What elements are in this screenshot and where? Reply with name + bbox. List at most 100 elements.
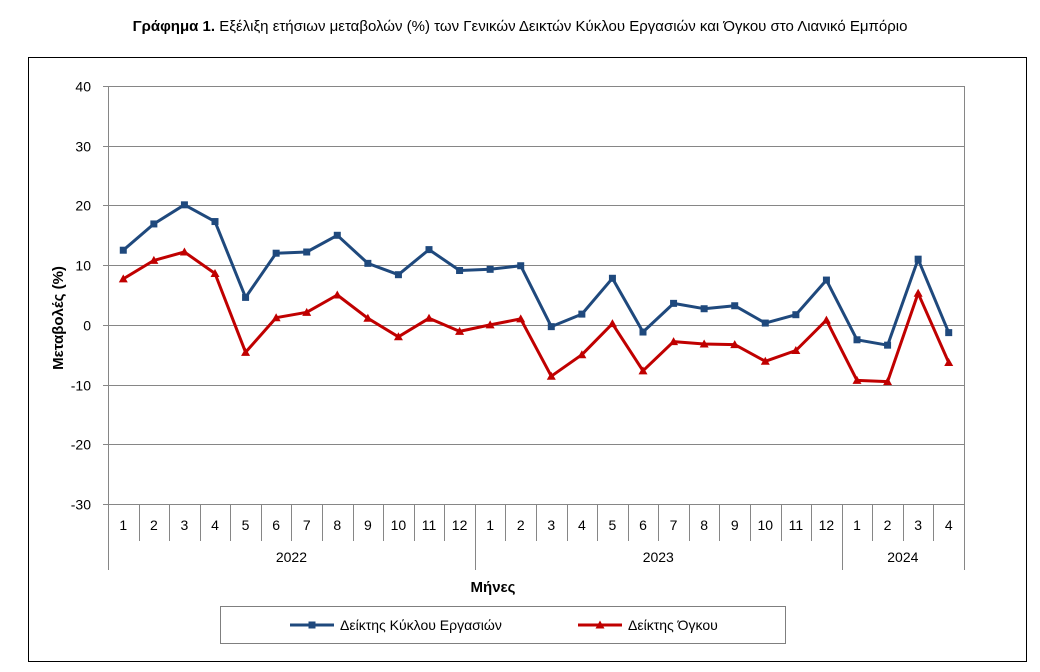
data-point-marker bbox=[913, 288, 923, 297]
x-tick-label: 4 bbox=[211, 517, 219, 533]
x-tick-label: 3 bbox=[914, 517, 922, 533]
series-line bbox=[122, 250, 951, 384]
data-point-marker bbox=[821, 315, 831, 324]
data-point-marker bbox=[699, 339, 709, 348]
data-point-marker bbox=[607, 319, 617, 328]
data-point-marker bbox=[332, 290, 342, 299]
chart-title-prefix: Γράφημα 1. bbox=[132, 18, 216, 35]
x-axis-label: Μήνες bbox=[471, 579, 516, 596]
y-axis-label: Μεταβολές (%) bbox=[50, 266, 67, 370]
x-tick-label: 1 bbox=[486, 517, 494, 533]
data-point-marker bbox=[211, 218, 219, 226]
data-point-marker bbox=[546, 371, 556, 380]
data-point-marker bbox=[761, 319, 769, 327]
x-tick-label: 5 bbox=[609, 517, 617, 533]
data-point-marker bbox=[118, 274, 128, 283]
data-point-marker bbox=[578, 310, 586, 318]
data-point-marker bbox=[119, 246, 127, 254]
data-point-marker bbox=[945, 329, 953, 337]
chart-title: Γράφημα 1. Εξέλιξη ετήσιων μεταβολών (%)… bbox=[0, 18, 1040, 35]
y-tick-label: -30 bbox=[71, 497, 91, 513]
y-tick-label: -20 bbox=[71, 437, 91, 453]
legend-entry-label: Δείκτης Κύκλου Εργασιών bbox=[340, 617, 502, 633]
x-tick-label: 9 bbox=[364, 517, 372, 533]
data-point-marker bbox=[822, 276, 830, 284]
data-point-marker bbox=[271, 313, 281, 322]
x-tick-label: 3 bbox=[547, 517, 555, 533]
x-tick-label: 8 bbox=[333, 517, 341, 533]
data-point-marker bbox=[149, 255, 159, 264]
legend: Δείκτης Κύκλου Εργασιών Δείκτης Όγκου bbox=[220, 606, 786, 644]
data-point-marker bbox=[760, 356, 770, 365]
x-tick-label: 7 bbox=[670, 517, 678, 533]
data-point-marker bbox=[393, 332, 403, 341]
x-tick-label: 5 bbox=[242, 517, 250, 533]
data-point-marker bbox=[700, 305, 708, 313]
x-tick-label: 1 bbox=[119, 517, 127, 533]
data-point-marker bbox=[944, 357, 954, 366]
x-tick-label: 3 bbox=[181, 517, 189, 533]
x-tick-label: 10 bbox=[757, 517, 773, 533]
data-point-marker bbox=[884, 341, 892, 349]
grid-lines bbox=[108, 86, 965, 570]
y-tick-label: 40 bbox=[75, 79, 91, 95]
data-point-marker bbox=[791, 346, 801, 355]
y-tick-label: 0 bbox=[83, 318, 91, 334]
y-tick-label: 20 bbox=[75, 198, 91, 214]
x-tick-label: 4 bbox=[945, 517, 953, 533]
x-tick-label: 10 bbox=[391, 517, 407, 533]
x-group-label: 2022 bbox=[276, 549, 307, 565]
x-tick-label: 2 bbox=[517, 517, 525, 533]
data-point-marker bbox=[272, 249, 280, 257]
data-point-marker bbox=[670, 299, 678, 307]
y-tick-label: 10 bbox=[75, 258, 91, 274]
data-point-marker bbox=[883, 377, 893, 386]
data-point-marker bbox=[424, 313, 434, 322]
data-point-marker bbox=[731, 302, 739, 310]
data-point-marker bbox=[516, 314, 526, 323]
data-point-marker bbox=[456, 267, 464, 275]
data-point-marker bbox=[792, 311, 800, 319]
x-tick-label: 11 bbox=[789, 517, 804, 533]
data-point-marker bbox=[485, 320, 495, 329]
x-group-label: 2023 bbox=[643, 549, 674, 565]
x-tick-label: 2 bbox=[150, 517, 158, 533]
data-point-marker bbox=[547, 323, 555, 331]
data-point-marker bbox=[363, 313, 373, 322]
legend-entry-label: Δείκτης Όγκου bbox=[628, 617, 718, 633]
data-point-marker bbox=[853, 336, 861, 344]
data-point-marker bbox=[302, 307, 312, 316]
data-point-marker bbox=[333, 231, 341, 239]
data-point-marker bbox=[425, 246, 433, 254]
data-point-marker bbox=[639, 328, 647, 336]
data-point-marker bbox=[638, 366, 648, 375]
data-point-marker bbox=[577, 350, 587, 359]
data-point-marker bbox=[455, 326, 465, 335]
x-tick-label: 12 bbox=[819, 517, 835, 533]
y-tick-label: -10 bbox=[71, 378, 91, 394]
x-tick-label: 9 bbox=[731, 517, 739, 533]
x-tick-label: 8 bbox=[700, 517, 708, 533]
data-point-marker bbox=[150, 220, 158, 228]
x-tick-label: 7 bbox=[303, 517, 311, 533]
x-tick-label: 11 bbox=[422, 517, 437, 533]
data-point-marker bbox=[608, 274, 616, 282]
data-point-marker bbox=[364, 259, 372, 267]
data-point-marker bbox=[180, 201, 188, 209]
data-point-marker bbox=[303, 248, 311, 256]
series-line bbox=[122, 203, 951, 347]
x-tick-label: 1 bbox=[853, 517, 861, 533]
y-axis-ticks: -30 -20 -10 0 10 20 30 40 bbox=[71, 79, 108, 513]
data-point-marker bbox=[394, 271, 402, 279]
data-point-marker bbox=[308, 621, 316, 629]
x-tick-label: 4 bbox=[578, 517, 586, 533]
data-point-marker bbox=[486, 265, 494, 273]
chart-title-text: Εξέλιξη ετήσιων μεταβολών (%) των Γενικώ… bbox=[215, 18, 908, 35]
data-point-marker bbox=[517, 262, 525, 270]
data-point-marker bbox=[595, 620, 605, 629]
chart-frame bbox=[28, 57, 1027, 662]
data-point-marker bbox=[852, 375, 862, 384]
data-point-marker bbox=[210, 269, 220, 278]
